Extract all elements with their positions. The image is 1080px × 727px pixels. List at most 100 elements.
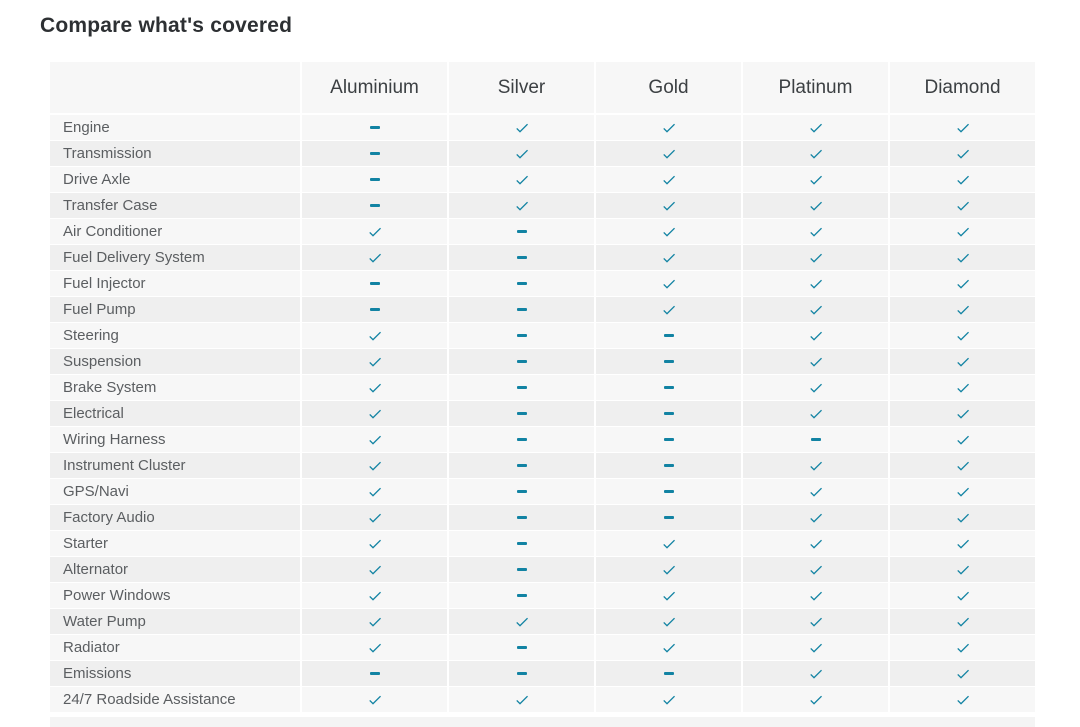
check-icon: [661, 250, 677, 266]
check-icon: [955, 562, 971, 578]
coverage-cell: [300, 557, 447, 582]
coverage-cell: [447, 297, 594, 322]
coverage-cell: [300, 167, 447, 192]
row-label: Transfer Case: [50, 193, 300, 218]
check-icon: [367, 432, 383, 448]
check-icon: [808, 302, 824, 318]
coverage-cell: [888, 193, 1035, 218]
dash-icon: [516, 568, 527, 571]
coverage-cell: [447, 505, 594, 530]
coverage-cell: [447, 557, 594, 582]
coverage-cell: [888, 479, 1035, 504]
coverage-cell: [741, 271, 888, 296]
coverage-cell: [888, 427, 1035, 452]
dash-icon: [663, 672, 674, 675]
dash-icon: [516, 542, 527, 545]
table-row: Power Windows: [50, 583, 1035, 609]
check-icon: [808, 380, 824, 396]
coverage-cell: [300, 479, 447, 504]
dash-icon: [663, 386, 674, 389]
table-row: Drive Axle: [50, 167, 1035, 193]
coverage-cell: [594, 687, 741, 712]
coverage-cell: [447, 271, 594, 296]
dash-icon: [516, 594, 527, 597]
coverage-cell: [888, 167, 1035, 192]
coverage-cell: [741, 505, 888, 530]
check-icon: [808, 692, 824, 708]
header-cell-platinum: Platinum: [741, 62, 888, 113]
check-icon: [514, 614, 530, 630]
check-icon: [955, 666, 971, 682]
check-icon: [367, 588, 383, 604]
coverage-cell: [300, 583, 447, 608]
check-icon: [808, 328, 824, 344]
coverage-cell: [300, 609, 447, 634]
row-label: Steering: [50, 323, 300, 348]
dash-icon: [516, 646, 527, 649]
coverage-cell: [594, 635, 741, 660]
coverage-cell: [447, 583, 594, 608]
dash-icon: [516, 464, 527, 467]
coverage-cell: [300, 245, 447, 270]
table-row: Transfer Case: [50, 193, 1035, 219]
check-icon: [661, 224, 677, 240]
coverage-cell: [888, 401, 1035, 426]
check-icon: [808, 510, 824, 526]
row-label: Engine: [50, 115, 300, 140]
coverage-cell: [594, 297, 741, 322]
coverage-cell: [888, 453, 1035, 478]
coverage-cell: [447, 401, 594, 426]
check-icon: [661, 692, 677, 708]
check-icon: [514, 172, 530, 188]
dash-icon: [663, 438, 674, 441]
check-icon: [661, 302, 677, 318]
coverage-cell: [594, 245, 741, 270]
check-icon: [808, 250, 824, 266]
coverage-cell: [594, 219, 741, 244]
coverage-cell: [741, 531, 888, 556]
check-icon: [367, 250, 383, 266]
row-label: Instrument Cluster: [50, 453, 300, 478]
row-label: Factory Audio: [50, 505, 300, 530]
table-row: Brake System: [50, 375, 1035, 401]
check-icon: [808, 484, 824, 500]
dash-icon: [516, 334, 527, 337]
check-icon: [955, 640, 971, 656]
coverage-cell: [888, 245, 1035, 270]
check-icon: [955, 406, 971, 422]
check-icon: [955, 224, 971, 240]
coverage-cell: [447, 427, 594, 452]
check-icon: [808, 458, 824, 474]
table-row: Steering: [50, 323, 1035, 349]
coverage-cell: [594, 583, 741, 608]
check-icon: [808, 172, 824, 188]
row-label: Water Pump: [50, 609, 300, 634]
row-label: Brake System: [50, 375, 300, 400]
dash-icon: [516, 360, 527, 363]
check-icon: [955, 302, 971, 318]
check-icon: [661, 614, 677, 630]
dash-icon: [516, 308, 527, 311]
header-cell-gold: Gold: [594, 62, 741, 113]
coverage-cell: [741, 453, 888, 478]
coverage-cell: [888, 349, 1035, 374]
check-icon: [367, 328, 383, 344]
coverage-cell: [888, 271, 1035, 296]
table-row: Suspension: [50, 349, 1035, 375]
coverage-cell: [447, 323, 594, 348]
check-icon: [955, 328, 971, 344]
coverage-cell: [741, 557, 888, 582]
check-icon: [367, 354, 383, 370]
check-icon: [808, 536, 824, 552]
table-row: GPS/Navi: [50, 479, 1035, 505]
coverage-cell: [594, 453, 741, 478]
check-icon: [367, 640, 383, 656]
coverage-cell: [594, 115, 741, 140]
coverage-cell: [594, 661, 741, 686]
coverage-cell: [741, 609, 888, 634]
table-row: Starter: [50, 531, 1035, 557]
coverage-cell: [741, 375, 888, 400]
check-icon: [661, 198, 677, 214]
dash-icon: [369, 282, 380, 285]
dash-icon: [516, 282, 527, 285]
